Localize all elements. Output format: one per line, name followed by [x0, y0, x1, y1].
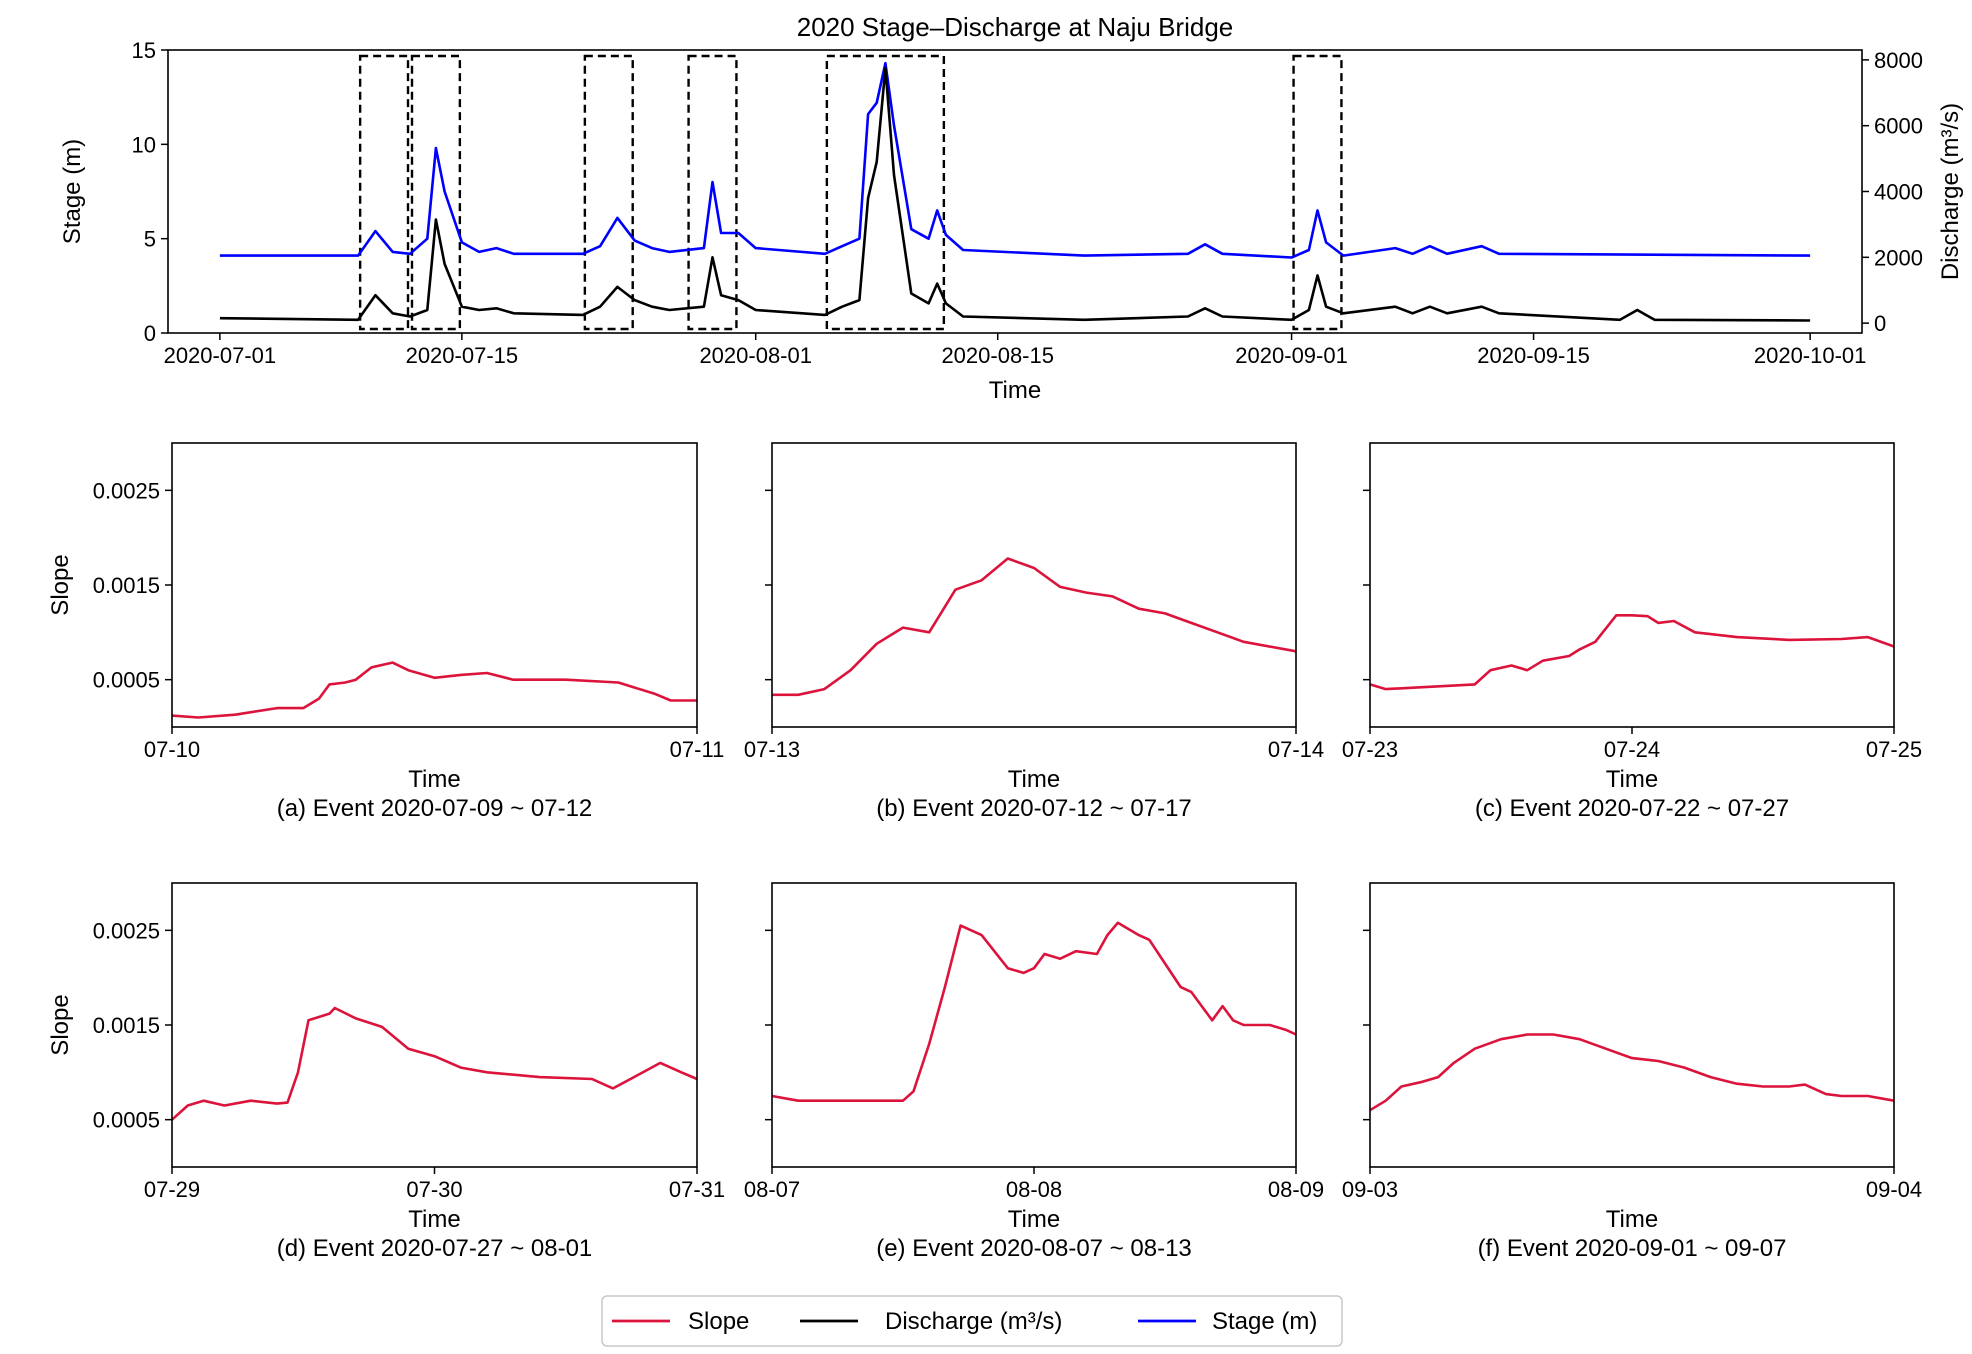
x-tick-label: 09-03: [1342, 1177, 1398, 1202]
x-tick-label: 2020-07-01: [164, 343, 277, 368]
x-tick-label: 2020-08-15: [941, 343, 1054, 368]
slope-line: [1369, 1033, 1895, 1112]
legend-label: Stage (m): [1212, 1308, 1317, 1335]
x-tick-label: 07-10: [144, 737, 200, 762]
x-tick-label: 07-24: [1604, 737, 1660, 762]
plot-frame: [771, 882, 1297, 1168]
main-chart: 0 5 10 15 0 2000 4000 6000 8000 2020-07-01 2020-07…: [59, 12, 1964, 404]
x-axis-label: Time: [1606, 1206, 1658, 1233]
legend: Slope Discharge (m³/s) Stage (m): [601, 1295, 1343, 1347]
slope-line: [772, 557, 1297, 697]
event-box: [583, 54, 634, 331]
panel-b: 07-13 07-14 Time(b) Event 2020-07-12 ~ 07-…: [744, 442, 1324, 822]
x-tick-label: 07-31: [669, 1177, 725, 1202]
x-tick-label: 2020-07-15: [406, 343, 519, 368]
legend-frame: [601, 1295, 1343, 1347]
x-tick-label: 2020-08-01: [699, 343, 812, 368]
event-box: [825, 54, 946, 331]
chart-title: 2020 Stage–Discharge at Naju Bridge: [797, 12, 1234, 42]
y2-tick-label: 8000: [1874, 48, 1923, 73]
x-axis-label: Time: [408, 1206, 460, 1233]
x-axis-label: Time: [408, 766, 460, 793]
slope-line: [171, 661, 697, 719]
y-tick-label: 15: [132, 38, 156, 63]
x-axis-label: Time: [1008, 766, 1060, 793]
panel-d: 0.0005 0.0015 0.0025 07-29 07-30 07-31 Time(d)…: [47, 882, 725, 1262]
y-axis-label: Slope: [47, 994, 74, 1055]
y2-tick-label: 0: [1874, 311, 1886, 336]
slope-line: [1369, 614, 1895, 691]
plot-frame: [1369, 442, 1895, 728]
y2-axis-label: Discharge (m³/s): [1937, 103, 1964, 280]
y-tick-label: 0.0005: [93, 1108, 160, 1133]
x-tick-label: 07-29: [144, 1177, 200, 1202]
plot-frame: [167, 49, 1863, 334]
x-axis-label: Time: [1008, 1206, 1060, 1233]
panel-c: 07-23 07-24 07-25 Time(c) Event 2020-07-22 …: [1342, 442, 1922, 822]
y-tick-label: 10: [132, 132, 156, 157]
y2-tick-label: 4000: [1874, 180, 1923, 205]
y-axis-label: Stage (m): [59, 139, 86, 244]
plot-frame: [1369, 882, 1895, 1168]
x-tick-label: 07-11: [670, 737, 725, 762]
y2-tick-label: 6000: [1874, 114, 1923, 139]
legend-label: Slope: [688, 1308, 749, 1335]
y-tick-label: 0.0015: [93, 1013, 160, 1038]
x-tick-label: 09-04: [1866, 1177, 1922, 1202]
panel-caption: (e) Event 2020-08-07 ~ 08-13: [876, 1235, 1192, 1262]
x-tick-label: 07-23: [1342, 737, 1398, 762]
legend-item: Discharge (m³/s): [800, 1308, 1062, 1335]
panel-caption: (b) Event 2020-07-12 ~ 07-17: [876, 795, 1192, 822]
x-axis-label: Time: [989, 377, 1041, 404]
x-tick-label: 08-09: [1268, 1177, 1324, 1202]
x-tick-label: 07-30: [406, 1177, 462, 1202]
legend-item: Slope: [612, 1308, 749, 1335]
x-tick-label: 2020-09-01: [1235, 343, 1348, 368]
panel-caption: (c) Event 2020-07-22 ~ 07-27: [1475, 795, 1789, 822]
x-tick-label: 2020-09-15: [1477, 343, 1590, 368]
slope-line: [171, 1006, 698, 1121]
panel-caption: (d) Event 2020-07-27 ~ 08-01: [277, 1235, 593, 1262]
y-axis-label: Slope: [47, 554, 74, 615]
discharge-line: [219, 66, 1811, 322]
panel-e: 08-07 08-08 08-09 Time(e) Event 2020-08-07 …: [744, 882, 1324, 1262]
slope-line: [771, 921, 1297, 1102]
event-box: [687, 54, 738, 331]
y-tick-label: 0.0025: [93, 918, 160, 943]
x-tick-label: 07-25: [1866, 737, 1922, 762]
y-tick-label: 0.0015: [93, 573, 160, 598]
x-tick-label: 08-08: [1006, 1177, 1062, 1202]
event-box: [410, 54, 462, 331]
legend-label: Discharge (m³/s): [885, 1308, 1062, 1335]
y2-tick-label: 2000: [1874, 245, 1923, 270]
x-tick-label: 2020-10-01: [1754, 343, 1867, 368]
y-tick-label: 0.0025: [93, 478, 160, 503]
event-box: [1292, 54, 1343, 331]
y-tick-label: 0: [144, 321, 156, 346]
plot-frame: [171, 442, 698, 728]
legend-item: Stage (m): [1138, 1308, 1317, 1335]
plot-frame: [771, 442, 1297, 728]
panel-f: 09-03 09-04 Time(f) Event 2020-09-01 ~ 09-…: [1342, 882, 1922, 1262]
panel-a: 0.0005 0.0015 0.0025 07-10 07-11 Time(a) Even…: [47, 442, 725, 822]
x-tick-label: 08-07: [744, 1177, 800, 1202]
plot-frame: [171, 882, 698, 1168]
y-tick-label: 0.0005: [93, 668, 160, 693]
x-axis-label: Time: [1606, 766, 1658, 793]
panel-caption: (a) Event 2020-07-09 ~ 07-12: [277, 795, 593, 822]
y-tick-label: 5: [144, 227, 156, 252]
stage-line: [219, 61, 1811, 259]
panel-caption: (f) Event 2020-09-01 ~ 09-07: [1478, 1235, 1787, 1262]
event-box: [358, 54, 410, 331]
x-tick-label: 07-14: [1268, 737, 1324, 762]
x-tick-label: 07-13: [744, 737, 800, 762]
